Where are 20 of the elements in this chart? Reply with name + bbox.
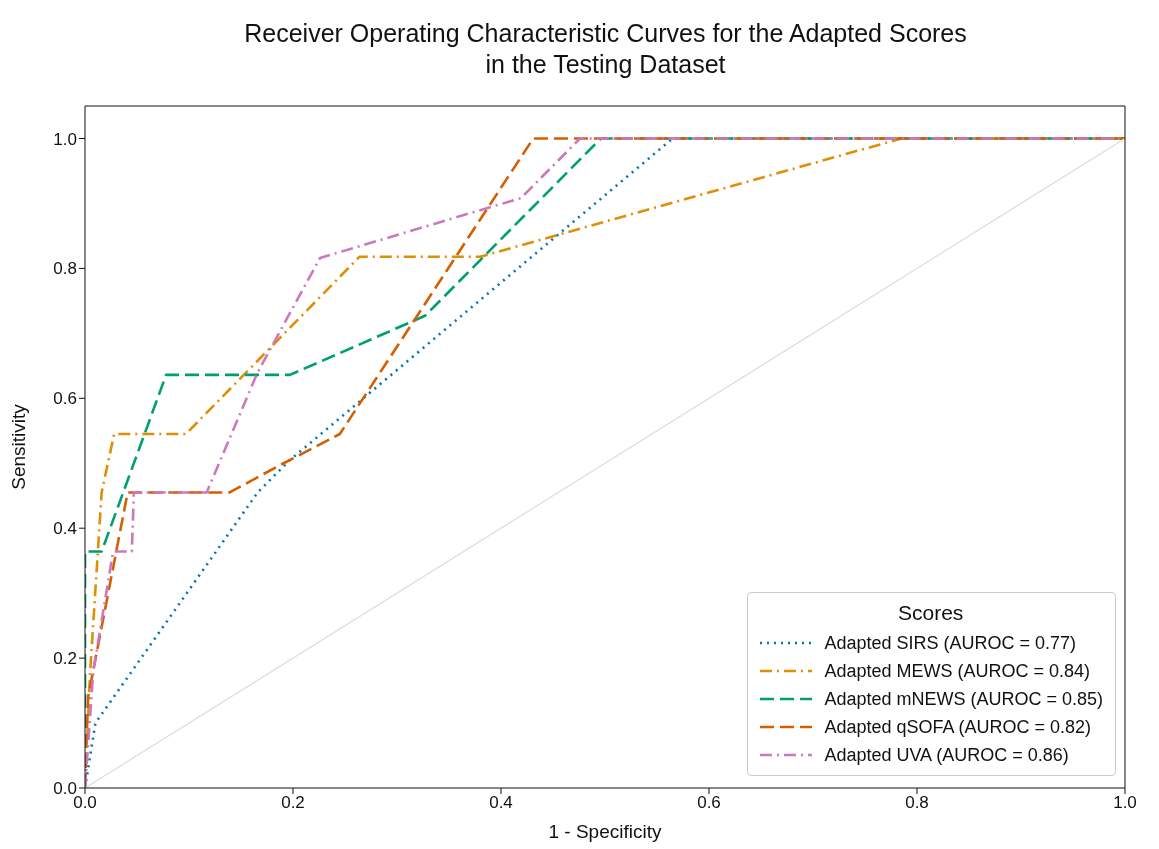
y-tick-label: 1.0 bbox=[53, 129, 77, 149]
y-tick-label: 0.4 bbox=[53, 519, 77, 539]
y-tick-label: 0.2 bbox=[53, 649, 77, 669]
legend-label: Adapted mNEWS (AUROC = 0.85) bbox=[824, 688, 1103, 710]
x-tick-label: 0.4 bbox=[489, 793, 513, 813]
x-axis-title: 1 - Specificity bbox=[548, 821, 662, 842]
legend-label: Adapted SIRS (AUROC = 0.77) bbox=[824, 632, 1077, 654]
x-tick-label: 0.0 bbox=[73, 793, 97, 813]
y-tick-label: 0.6 bbox=[53, 389, 77, 409]
x-tick-label: 0.2 bbox=[281, 793, 305, 813]
x-tick-label: 1.0 bbox=[1113, 793, 1137, 813]
legend-title: Scores bbox=[897, 601, 965, 625]
x-tick-label: 0.6 bbox=[697, 793, 721, 813]
legend-label: Adapted UVA (AUROC = 0.86) bbox=[824, 744, 1069, 766]
y-axis-title: Sensitivity bbox=[7, 403, 29, 490]
legend-label: Adapted MEWS (AUROC = 0.84) bbox=[824, 660, 1090, 682]
chart-title: Receiver Operating Characteristic Curves for the Adapted Scores in the Testing Dataset bbox=[243, 18, 968, 80]
y-tick-label: 0.8 bbox=[53, 259, 77, 279]
legend-label: Adapted qSOFA (AUROC = 0.82) bbox=[824, 716, 1092, 738]
x-tick-label: 0.8 bbox=[905, 793, 929, 813]
